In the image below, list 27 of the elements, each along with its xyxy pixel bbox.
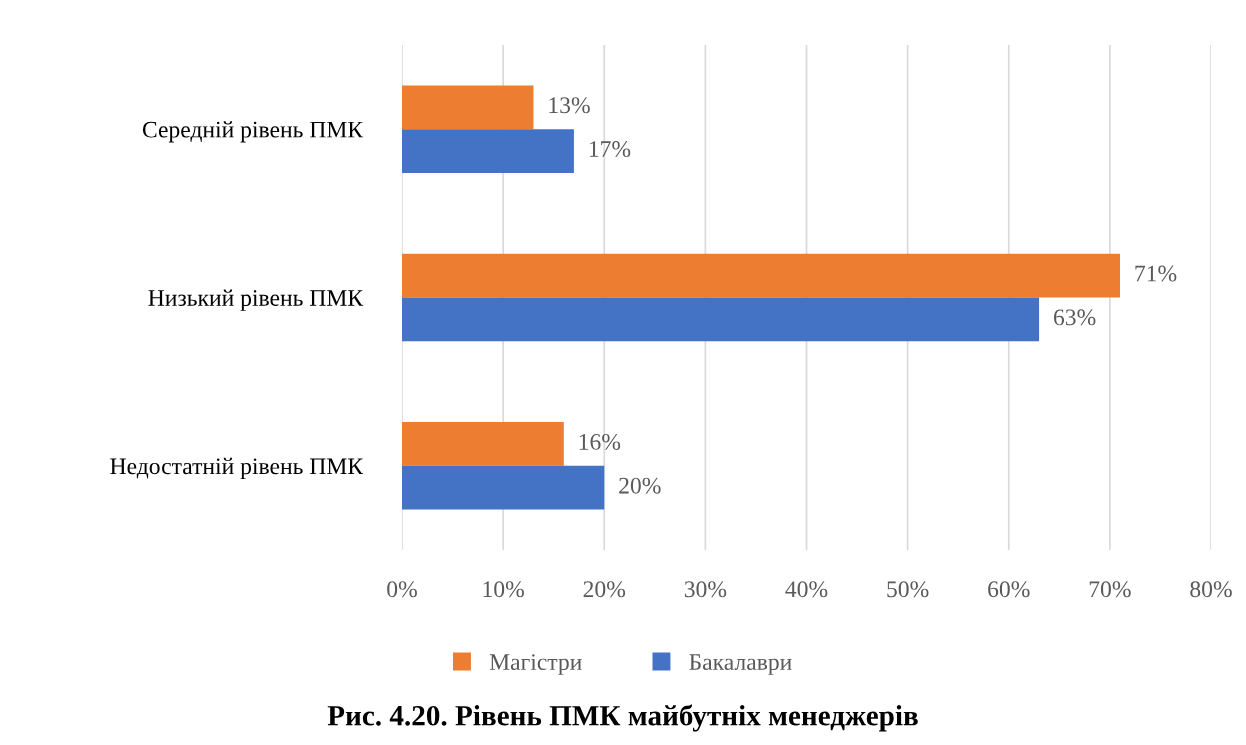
y-tick-label: Середній рівень ПМК: [142, 121, 364, 143]
x-tick-label: 10%: [483, 581, 524, 598]
x-tick-label: 60%: [988, 581, 1030, 598]
bar: [402, 253, 1120, 298]
bar: [402, 297, 1040, 342]
data-label: 16%: [579, 433, 621, 450]
y-tick-label: Недостатній рівень ПМК: [110, 457, 364, 480]
x-tick-label: 70%: [1089, 581, 1131, 598]
bar: [402, 465, 605, 510]
bar: [402, 129, 574, 173]
data-label: 13%: [549, 97, 590, 114]
x-tick-label: 40%: [785, 581, 828, 598]
x-tick-label: 50%: [887, 581, 929, 598]
data-label: 71%: [1135, 265, 1177, 282]
x-tick-label: 20%: [583, 581, 626, 598]
text: Рис. 4.20. Рівень ПМК майбутніх менеджерів: [327, 704, 918, 732]
x-tick-label: 80%: [1190, 581, 1232, 598]
data-label: 63%: [1053, 309, 1096, 326]
legend-label: Магістри: [489, 654, 582, 675]
bar: [402, 422, 564, 466]
bar: [402, 85, 534, 130]
legend-label: Бакалаври: [689, 654, 792, 675]
data-label: 20%: [619, 477, 661, 494]
y-tick-label: Низький рівень ПМК: [148, 289, 364, 311]
x-tick-label: 30%: [684, 581, 727, 598]
data-label: 17%: [589, 141, 631, 158]
x-tick-label: 0%: [387, 581, 417, 598]
